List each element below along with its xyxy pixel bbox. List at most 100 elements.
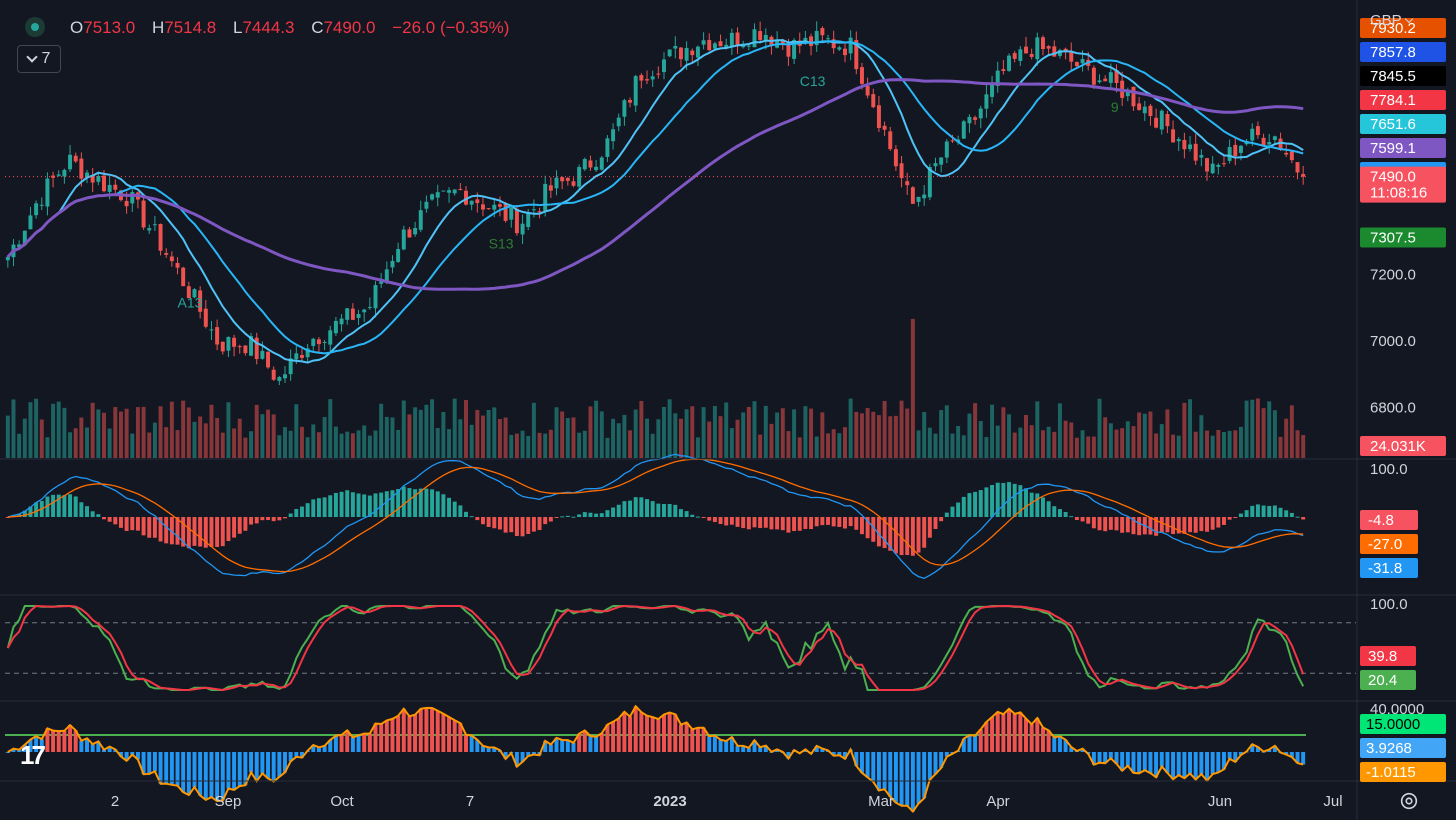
macd-histogram-bar: [543, 517, 548, 525]
candle-body: [73, 155, 78, 162]
tradingview-logo-icon[interactable]: 17: [20, 740, 46, 770]
volume-bar: [56, 401, 61, 458]
currency-selector[interactable]: GBP: [1370, 12, 1413, 29]
volume-bar: [916, 430, 921, 458]
volume-bar: [1052, 431, 1057, 458]
volume-bar: [1063, 420, 1068, 458]
candle-body: [424, 201, 429, 209]
osc-histogram-bar: [480, 745, 485, 752]
osc-histogram-bar: [712, 735, 717, 752]
osc-histogram-bar: [837, 752, 842, 756]
macd-histogram-bar: [384, 491, 389, 517]
macd-histogram-bar: [922, 517, 927, 548]
macd-histogram-bar: [96, 514, 101, 517]
osc-histogram-bar: [22, 744, 27, 752]
macd-histogram-bar: [859, 517, 864, 535]
volume-bar: [1091, 436, 1096, 458]
macd-line: [7, 458, 1304, 573]
osc-histogram-bar: [1216, 752, 1221, 773]
candle-body: [181, 267, 186, 287]
candle-body: [22, 230, 27, 246]
osc-histogram-bar: [628, 716, 633, 752]
macd-histogram-bar: [565, 515, 570, 517]
candle-body: [96, 176, 101, 182]
osc-histogram-bar: [486, 747, 491, 752]
volume-bar: [277, 435, 282, 458]
candle-body: [1188, 144, 1193, 150]
volume-bar: [797, 437, 802, 458]
volume-bar: [480, 415, 485, 458]
volume-bar: [413, 407, 418, 458]
price-label-box: [1360, 227, 1446, 248]
candle-body: [888, 131, 893, 150]
volume-bar: [1069, 422, 1074, 458]
macd-histogram-bar: [277, 517, 282, 521]
osc-histogram-bar: [141, 752, 146, 775]
candle-body: [1074, 62, 1079, 67]
candle-body: [950, 140, 955, 142]
candle-body: [520, 223, 525, 235]
volume-bar: [667, 399, 672, 458]
candle-body: [1057, 50, 1062, 56]
time-axis[interactable]: 2 Sep Oct 7 2023 Mar Apr Jun Jul: [111, 793, 1343, 810]
macd-histogram-bar: [1114, 517, 1119, 531]
osc-histogram-bar: [1210, 752, 1215, 775]
volume-bar: [628, 430, 633, 458]
status-dot-icon[interactable]: [25, 17, 45, 37]
osc-histogram-bar: [135, 752, 140, 760]
volume-bar: [266, 409, 271, 458]
candle-body: [1222, 163, 1226, 165]
volume-bar: [605, 437, 610, 458]
time-tick-label: Apr: [986, 793, 1009, 810]
volume-bar: [678, 418, 683, 458]
indicators-toggle-button[interactable]: 7: [17, 45, 61, 73]
osc-histogram-bar: [243, 752, 248, 786]
macd-histogram-bar: [916, 517, 921, 553]
osc-histogram-bar: [611, 721, 616, 752]
indicator-count: 7: [41, 50, 51, 67]
macd-histogram-bar: [746, 517, 751, 530]
macd-pane[interactable]: [5, 453, 1306, 579]
candle-body: [480, 204, 485, 210]
low-value: 7444.3: [242, 18, 295, 37]
volume-bar: [893, 415, 898, 458]
macd-histogram-bar: [1046, 501, 1051, 517]
settings-gear-icon[interactable]: [1398, 790, 1420, 812]
volume-bar: [1238, 426, 1243, 458]
stochastic-pane[interactable]: [5, 604, 1356, 692]
candle-body: [1108, 72, 1113, 83]
volume-bar: [28, 402, 33, 458]
macd-histogram-bar: [826, 517, 831, 525]
price-pane[interactable]: A13 S13 C13 9: [5, 21, 1306, 386]
volume-bar: [152, 422, 157, 458]
volume-bar: [333, 426, 338, 458]
osc-histogram-bar: [695, 727, 700, 752]
candle-body: [537, 211, 542, 213]
volume-bar: [435, 428, 440, 458]
macd-histogram-bar: [933, 517, 938, 529]
osc-histogram-bar: [599, 733, 604, 752]
candle-body: [701, 40, 706, 45]
price-label-box: [1360, 138, 1446, 158]
moving-average-line: [7, 39, 1304, 364]
macd-histogram-bar: [254, 517, 259, 524]
macd-histogram-bar: [650, 501, 655, 517]
price-label-box: [1360, 18, 1446, 38]
candle-body: [611, 129, 616, 142]
macd-histogram-bar: [1171, 517, 1176, 535]
macd-histogram-bar: [1295, 516, 1300, 518]
macd-histogram-bar: [820, 517, 825, 526]
volume-bar: [859, 413, 864, 458]
volume-bar: [990, 404, 995, 458]
osc-histogram-bar: [164, 752, 169, 784]
volume-bar: [447, 429, 452, 458]
candle-body: [503, 204, 508, 221]
candle-body: [1301, 173, 1306, 177]
osc-histogram-bar: [678, 724, 683, 752]
osc-histogram-bar: [186, 752, 191, 795]
candle-body: [899, 163, 904, 179]
volume-bar: [1272, 410, 1277, 458]
oscillator-pane[interactable]: [5, 704, 1306, 814]
